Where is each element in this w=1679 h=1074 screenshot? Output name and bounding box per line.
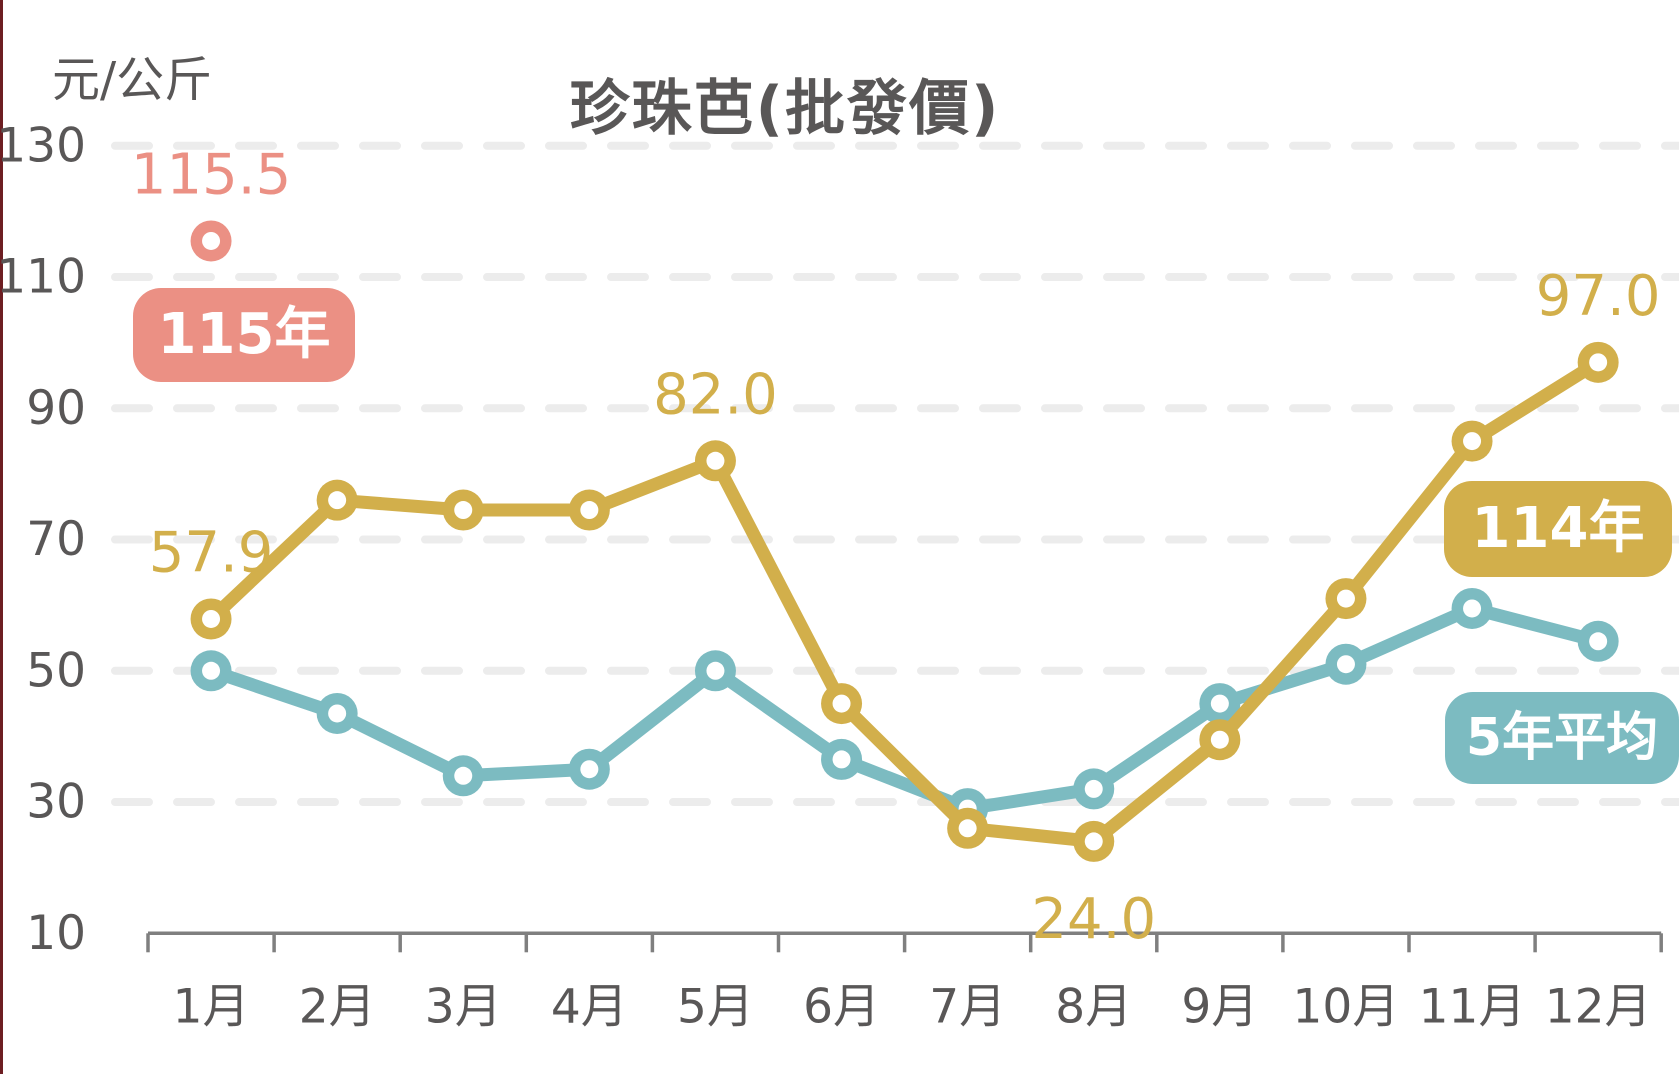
x-tick-label: 5月 (677, 980, 754, 1035)
data-point-hole (454, 501, 473, 520)
point-value-label: 82.0 (653, 362, 778, 427)
series-badge-114year: 114年 (1444, 481, 1672, 577)
series-line-114年 (204, 355, 1605, 848)
point-value-label: 57.9 (149, 520, 274, 585)
y-tick-label: 70 (26, 512, 86, 567)
x-tick-label: 6月 (803, 980, 880, 1035)
data-point-hole (1589, 353, 1608, 372)
data-point-hole (958, 819, 977, 838)
data-point-hole (706, 661, 725, 680)
data-point-hole (1084, 832, 1103, 851)
point-value-label: 97.0 (1536, 264, 1661, 329)
data-point-hole (1336, 589, 1355, 608)
x-tick-label: 1月 (173, 980, 250, 1035)
data-point-hole (1210, 694, 1229, 713)
data-point-hole (202, 661, 221, 680)
y-tick-label: 50 (26, 643, 86, 698)
data-point-hole (202, 609, 221, 628)
x-tick-label: 8月 (1055, 980, 1132, 1035)
x-tick-label: 4月 (551, 980, 628, 1035)
window-left-edge (0, 0, 3, 1074)
series-line-5年平均 (204, 601, 1605, 816)
series-badge-5yr-average: 5年平均 (1445, 692, 1679, 784)
data-point-hole (1463, 599, 1482, 618)
data-point-hole (706, 451, 725, 470)
x-tick-label: 11月 (1419, 980, 1526, 1035)
x-tick-label: 3月 (425, 980, 502, 1035)
series-badge-115year: 115年 (133, 288, 355, 382)
point-value-label: 115.5 (131, 142, 291, 207)
data-point-hole (454, 766, 473, 785)
data-point-hole (1336, 655, 1355, 674)
x-tick-label: 9月 (1181, 980, 1258, 1035)
x-tick-label: 7月 (929, 980, 1006, 1035)
x-tick-label: 12月 (1545, 980, 1652, 1035)
data-point-hole (580, 501, 599, 520)
data-point-hole (202, 231, 221, 250)
y-tick-label: 130 (0, 118, 86, 173)
data-point-hole (832, 750, 851, 769)
y-tick-label: 110 (0, 250, 86, 305)
chart-title: 珍珠芭(批發價) (569, 74, 1001, 144)
data-point-hole (1589, 632, 1608, 651)
y-tick-label: 90 (26, 381, 86, 436)
data-point-hole (832, 694, 851, 713)
data-point-hole (1463, 432, 1482, 451)
y-tick-label: 30 (26, 775, 86, 830)
data-point-hole (328, 704, 347, 723)
y-tick-label: 10 (26, 906, 86, 961)
x-tick-label: 2月 (299, 980, 376, 1035)
x-tick-label: 10月 (1293, 980, 1400, 1035)
data-point-hole (1210, 730, 1229, 749)
data-point-hole (1084, 779, 1103, 798)
data-point-hole (580, 760, 599, 779)
point-value-label: 24.0 (1031, 887, 1156, 952)
y-axis-unit-label: 元/公斤 (52, 52, 213, 108)
data-point-hole (328, 491, 347, 510)
